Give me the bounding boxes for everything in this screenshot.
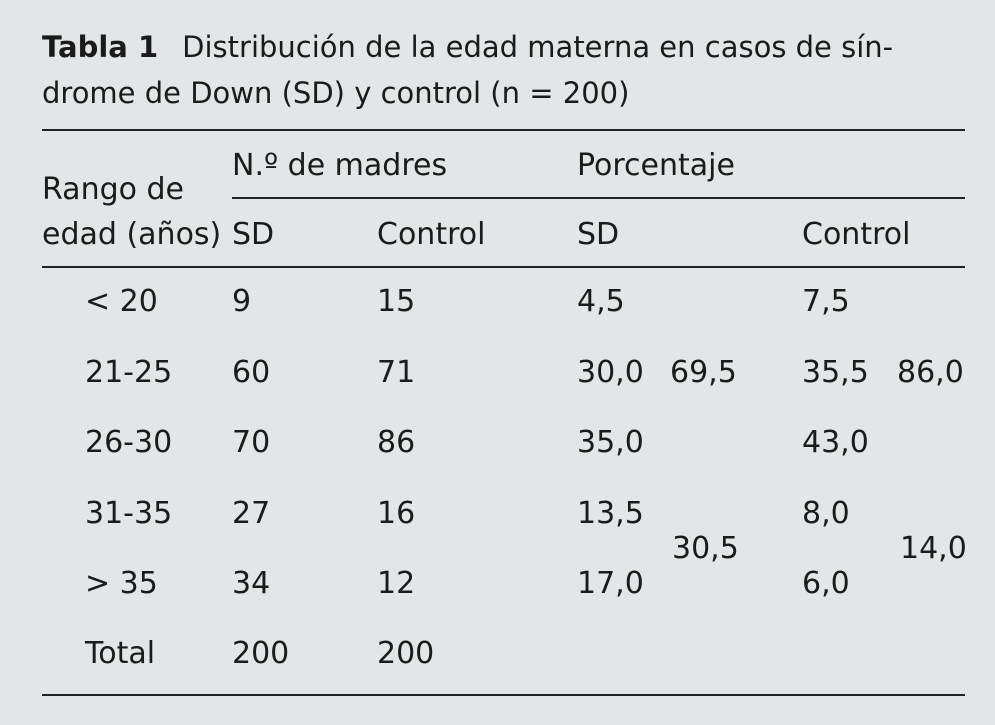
row-age-cell: 31-35 <box>85 496 173 531</box>
row-n-sd-cell: 70 <box>232 425 271 460</box>
row-age-cell: 21-25 <box>85 355 173 390</box>
age-header-line-2: edad (años) <box>42 217 222 252</box>
mothers-group-header: N.º de madres <box>232 148 448 183</box>
table-label: Tabla 1 <box>42 30 159 64</box>
row-pct-control-cell: 35,5 <box>802 355 869 390</box>
n-control-header: Control <box>377 217 486 252</box>
row-pct-control-cell: 6,0 <box>802 566 850 601</box>
table-caption-line-1: Tabla 1 Distribución de la edad materna e… <box>42 22 893 72</box>
row-n-control-cell: 86 <box>377 425 416 460</box>
row-age-cell: < 20 <box>85 284 158 319</box>
top-rule <box>42 129 965 131</box>
header-rule <box>42 266 965 268</box>
row-n-sd-cell: 9 <box>232 284 252 319</box>
caption-text-1: Distribución de la edad materna en casos… <box>182 30 894 64</box>
total-n-control: 200 <box>377 636 435 671</box>
n-sd-header: SD <box>232 217 275 252</box>
pct-sd-header: SD <box>577 217 620 252</box>
row-pct-control-cell: 43,0 <box>802 425 869 460</box>
bottom-rule <box>42 694 965 696</box>
subtotal-sd-under-31: 69,5 <box>670 355 737 390</box>
row-n-sd-cell: 34 <box>232 566 271 601</box>
subtotal-control-under-31: 86,0 <box>897 355 964 390</box>
row-n-control-cell: 16 <box>377 496 416 531</box>
subtotal-sd-31-plus: 30,5 <box>672 531 739 566</box>
row-pct-sd-cell: 35,0 <box>577 425 644 460</box>
row-n-sd-cell: 60 <box>232 355 271 390</box>
row-pct-sd-cell: 4,5 <box>577 284 625 319</box>
group-rule <box>232 197 965 199</box>
percent-group-header: Porcentaje <box>577 148 735 183</box>
caption-text-2: drome de Down (SD) y control (n = 200) <box>42 76 630 110</box>
subtotal-control-31-plus: 14,0 <box>900 531 967 566</box>
age-header-line-1: Rango de <box>42 172 185 207</box>
row-pct-sd-cell: 17,0 <box>577 566 644 601</box>
row-pct-control-cell: 7,5 <box>802 284 850 319</box>
pct-control-header: Control <box>802 217 911 252</box>
row-n-control-cell: 15 <box>377 284 416 319</box>
row-n-sd-cell: 27 <box>232 496 271 531</box>
total-label: Total <box>85 636 156 671</box>
total-n-sd: 200 <box>232 636 290 671</box>
row-pct-sd-cell: 13,5 <box>577 496 644 531</box>
row-age-cell: > 35 <box>85 566 158 601</box>
row-n-control-cell: 12 <box>377 566 416 601</box>
row-age-cell: 26-30 <box>85 425 173 460</box>
row-pct-sd-cell: 30,0 <box>577 355 644 390</box>
row-pct-control-cell: 8,0 <box>802 496 850 531</box>
row-n-control-cell: 71 <box>377 355 416 390</box>
